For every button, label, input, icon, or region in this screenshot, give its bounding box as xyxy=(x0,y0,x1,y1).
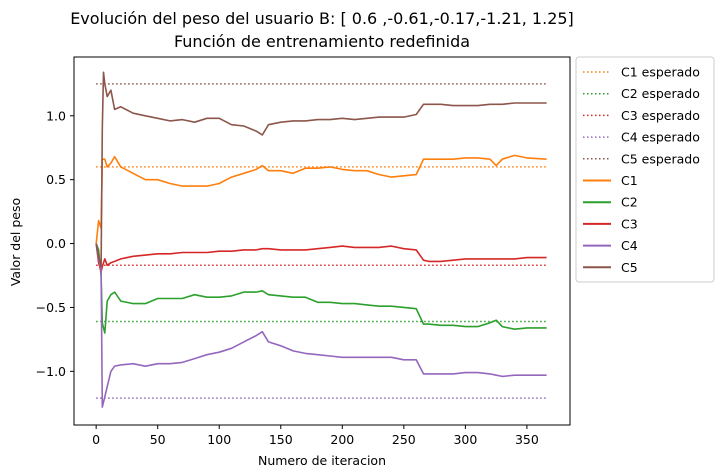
plot-frame xyxy=(73,56,571,426)
series-line xyxy=(95,71,547,268)
plot-area xyxy=(95,71,547,408)
x-tick-label: 200 xyxy=(330,432,354,447)
legend-label: C4 xyxy=(621,238,638,253)
legend: C1 esperado C2 esperado C3 esperado C4 espe… xyxy=(575,56,715,283)
y-tick-label: 0.5 xyxy=(46,172,66,187)
x-tick-label: 50 xyxy=(150,432,166,447)
x-axis-label: Numero de iteracion xyxy=(258,453,386,468)
legend-box xyxy=(575,56,715,283)
y-tick-label: 0.0 xyxy=(46,236,66,251)
x-tick-label: 300 xyxy=(453,432,477,447)
legend-label: C5 esperado xyxy=(621,151,700,166)
x-tick-label: 0 xyxy=(92,432,100,447)
x-tick-label: 350 xyxy=(515,432,539,447)
legend-label: C4 esperado xyxy=(621,130,700,145)
legend-label: C5 xyxy=(621,260,638,275)
legend-label: C1 xyxy=(621,173,638,188)
series-line xyxy=(95,154,547,244)
series-line xyxy=(95,243,547,273)
series-line xyxy=(95,243,547,334)
x-tick-label: 150 xyxy=(269,432,293,447)
y-axis: −1.0 −0.5 0.0 0.5 1.0 xyxy=(36,108,74,379)
legend-label: C2 xyxy=(621,195,638,210)
y-tick-label: −0.5 xyxy=(36,300,66,315)
y-tick-label: 1.0 xyxy=(46,108,66,123)
chart-title: Evolución del peso del usuario B: [ 0.6 … xyxy=(70,9,574,28)
legend-label: C3 esperado xyxy=(621,108,700,123)
x-tick-label: 250 xyxy=(392,432,416,447)
legend-label: C3 xyxy=(621,216,638,231)
y-tick-label: −1.0 xyxy=(36,364,66,379)
legend-label: C1 esperado xyxy=(621,65,700,80)
x-tick-label: 100 xyxy=(207,432,231,447)
chart-subtitle: Función de entrenamiento redefinida xyxy=(174,32,470,51)
x-axis: 0 50 100 150 200 250 300 350 xyxy=(92,425,539,447)
series-line xyxy=(95,243,547,408)
y-axis-label: Valor del peso xyxy=(8,198,23,286)
legend-label: C2 esperado xyxy=(621,86,700,101)
